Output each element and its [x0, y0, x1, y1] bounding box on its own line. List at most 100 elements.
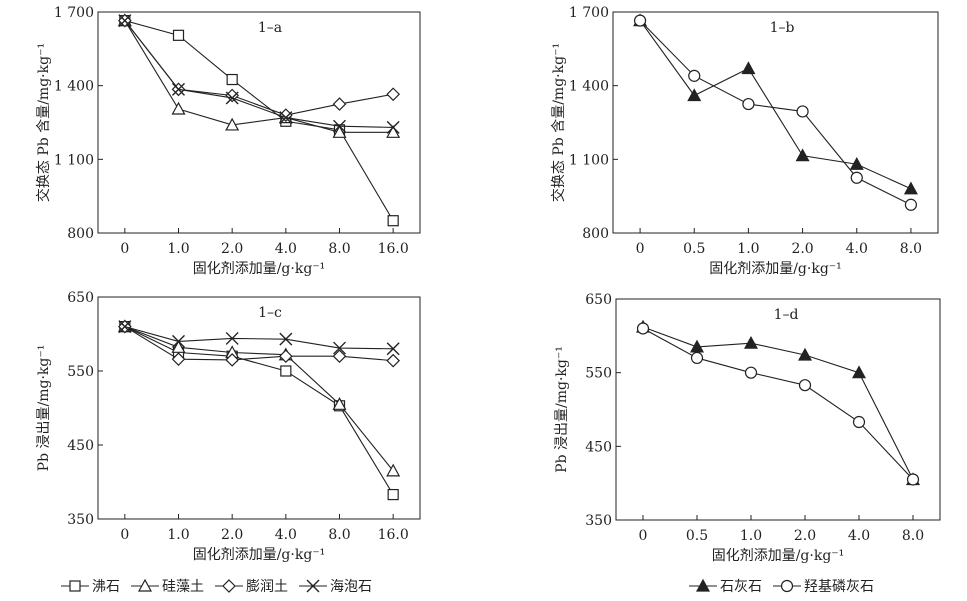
legend-label: 沸石 — [92, 579, 120, 595]
x-tick-label: 4.0 — [275, 527, 297, 543]
data-point — [851, 365, 867, 379]
x-axis-label: 固化剂添加量/g·kg⁻¹ — [193, 547, 326, 563]
data-point — [906, 473, 920, 486]
series-line — [124, 326, 394, 495]
data-point — [742, 97, 755, 111]
data-point — [798, 379, 812, 392]
x-tick-label: 2.0 — [221, 241, 243, 257]
data-point — [225, 91, 239, 105]
data-point — [225, 117, 240, 131]
legend-swatch — [131, 578, 159, 592]
data-point — [333, 341, 346, 355]
series-line — [124, 20, 394, 133]
data-point — [226, 73, 238, 86]
y-tick-label: 1 700 — [569, 5, 609, 21]
x-tick-label: 0 — [120, 527, 129, 543]
data-point — [172, 82, 185, 96]
data-point — [280, 365, 292, 377]
data-point — [850, 171, 863, 184]
legend-marker — [222, 579, 236, 593]
series-2 — [636, 322, 920, 486]
x-tick-label: 16.0 — [378, 241, 409, 257]
data-point — [332, 397, 347, 410]
x-axis-label: 固化剂添加量/g·kg⁻¹ — [193, 261, 326, 277]
data-point — [690, 351, 704, 365]
series-line — [124, 326, 394, 472]
x-tick-label: 0.5 — [686, 528, 708, 544]
data-point — [279, 332, 293, 346]
y-tick-label: 1 700 — [54, 5, 94, 21]
legend-marker — [306, 579, 320, 593]
x-tick-label: 0 — [639, 528, 648, 544]
series-4 — [118, 14, 400, 134]
plot-frame — [612, 11, 939, 234]
chart-panel-b: 800 1 100 1 400 1 700 0 0.5 1.0 2.0 4.0 8.0 固化剂添加量… — [550, 5, 939, 277]
y-tick-label: 350 — [67, 512, 94, 528]
data-point — [743, 335, 759, 349]
legend-label: 石灰石 — [720, 579, 762, 595]
x-tick-label: 2.0 — [794, 528, 816, 544]
data-point — [386, 353, 401, 368]
data-point — [225, 353, 240, 367]
data-point — [688, 69, 701, 82]
x-axis-label: 固化剂添加量/g·kg⁻¹ — [709, 261, 842, 277]
data-point — [903, 181, 918, 195]
legend-left: 沸石 硅藻土 膨润土 海泡石 — [60, 576, 382, 596]
data-point — [796, 105, 809, 118]
x-tick-label: 4.0 — [846, 241, 868, 257]
y-tick-label: 1 400 — [54, 79, 94, 95]
data-point — [332, 97, 347, 111]
chart-panel-c: 350 450 550 650 0 1.0 2.0 4.0 8.0 16.0 固化剂添加量/g·kg… — [36, 290, 421, 563]
legend-marker — [69, 580, 81, 592]
y-tick-label: 650 — [67, 290, 94, 306]
legend-swatch — [299, 579, 327, 593]
data-point — [904, 198, 918, 211]
legend-item: 石灰石 — [688, 576, 762, 596]
x-tick-label: 16.0 — [378, 527, 409, 543]
data-point — [171, 340, 186, 353]
data-point — [744, 366, 758, 379]
plot-frame — [615, 298, 941, 521]
y-tick-label: 1 400 — [569, 79, 609, 95]
x-tick-label: 1.0 — [737, 241, 759, 257]
x-tick-label: 8.0 — [328, 241, 350, 257]
data-point — [387, 488, 399, 501]
panel-label: 1–d — [774, 307, 799, 323]
y-tick-label: 1 100 — [54, 152, 94, 168]
x-tick-label: 1.0 — [167, 527, 189, 543]
series-line — [642, 327, 914, 480]
x-tick-label: 8.0 — [902, 528, 924, 544]
series-line — [124, 20, 394, 128]
x-tick-label: 8.0 — [900, 241, 922, 257]
data-point — [171, 352, 186, 367]
y-tick-label: 650 — [585, 292, 612, 308]
series-line — [124, 326, 394, 362]
data-point — [225, 331, 239, 345]
data-point — [386, 87, 401, 102]
y-tick-label: 550 — [585, 366, 612, 382]
data-point — [332, 125, 347, 138]
data-point — [633, 14, 647, 27]
y-axis-label: 交换态 Pb 含量/mg·kg⁻¹ — [35, 43, 52, 202]
data-point — [849, 156, 864, 170]
series-1 — [635, 319, 921, 486]
data-point — [172, 29, 185, 41]
x-tick-label: 2.0 — [791, 241, 813, 257]
series-3 — [117, 319, 401, 368]
panel-label: 1–a — [258, 20, 282, 36]
data-point — [386, 342, 400, 356]
series-line — [639, 20, 912, 190]
series-line — [642, 326, 914, 480]
series-line — [124, 326, 394, 350]
y-tick-label: 550 — [67, 364, 94, 380]
data-point — [171, 101, 186, 115]
y-axis-label: Pb 浸出量/mg·kg⁻¹ — [36, 345, 52, 472]
data-point — [279, 111, 293, 125]
x-tick-label: 8.0 — [328, 527, 350, 543]
legend-marker — [695, 578, 711, 592]
y-axis-label: 交换态 Pb 含量/mg·kg⁻¹ — [550, 43, 567, 202]
y-tick-label: 1 100 — [569, 152, 609, 168]
legend-right: 石灰石 羟基磷灰石 — [688, 576, 884, 596]
y-axis-label: Pb 浸出量/mg·kg⁻¹ — [554, 346, 570, 473]
legend-swatch — [215, 579, 243, 593]
